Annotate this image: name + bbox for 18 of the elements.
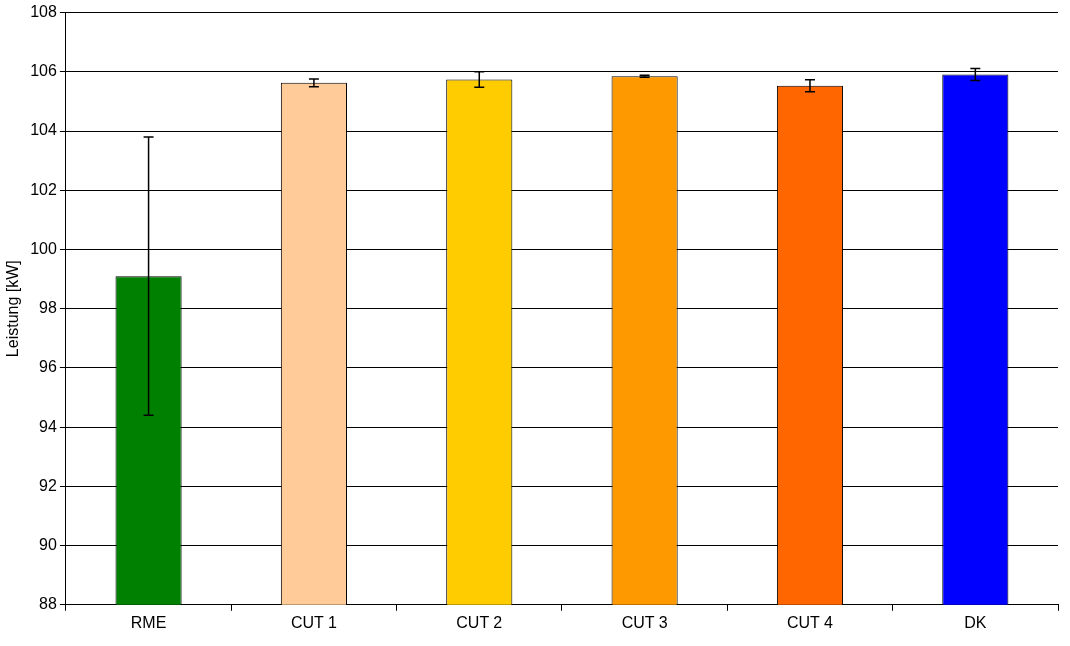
y-tick-label: 92 xyxy=(39,476,57,494)
y-tick-label: 98 xyxy=(39,299,57,317)
x-tick-label: CUT 1 xyxy=(290,613,337,631)
y-tick-label: 96 xyxy=(39,358,57,376)
y-tick-label: 90 xyxy=(39,535,57,553)
y-tick-label: 108 xyxy=(30,3,57,21)
y-tick-label: 104 xyxy=(30,121,57,139)
y-tick-label: 88 xyxy=(39,595,57,613)
y-tick-label: 100 xyxy=(30,239,57,257)
y-tick-label: 106 xyxy=(30,62,57,80)
y-tick-label: 94 xyxy=(39,417,57,435)
x-tick-label: DK xyxy=(964,613,987,631)
x-tick-label: CUT 4 xyxy=(787,613,834,631)
x-tick-label: CUT 3 xyxy=(621,613,668,631)
y-tick-label: 102 xyxy=(30,180,57,198)
x-tick-label: CUT 2 xyxy=(456,613,503,631)
x-tick-label: RME xyxy=(130,613,167,631)
y-axis-title: Leistung [kW] xyxy=(4,260,22,358)
